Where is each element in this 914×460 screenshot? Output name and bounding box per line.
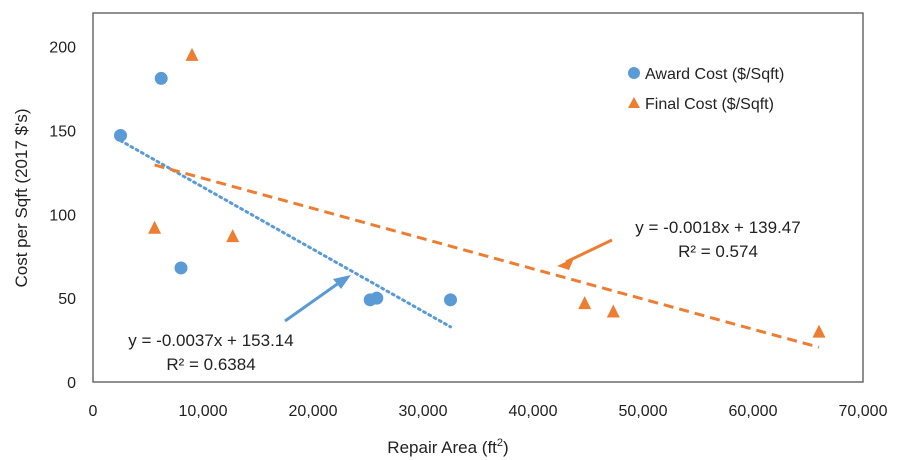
final-cost-point: [812, 324, 826, 338]
award-annotation-arrow: [284, 278, 344, 323]
x-tick-label: 60,000: [729, 403, 778, 420]
award-annotation-arrowhead: [333, 275, 351, 289]
trendline-award-cost: [119, 139, 452, 329]
final-cost-point: [606, 304, 620, 318]
award-cost-point: [370, 291, 384, 305]
annotation-final-trendline: y = -0.0018x + 139.47 R² = 0.574: [557, 218, 801, 270]
award-cost-point: [154, 71, 168, 85]
award-trendline-equation: y = -0.0037x + 153.14: [128, 331, 293, 350]
final-trendline-r2: R² = 0.574: [678, 242, 758, 261]
y-tick-label: 50: [58, 291, 76, 308]
x-tick-label: 50,000: [619, 403, 668, 420]
award-cost-point: [114, 128, 127, 142]
annotation-award-trendline: y = -0.0037x + 153.14 R² = 0.6384: [128, 275, 351, 374]
final-trendline-equation: y = -0.0018x + 139.47: [635, 218, 800, 237]
legend-label-award-cost: Award Cost ($/Sqft): [645, 66, 784, 83]
final-cost-point: [226, 229, 240, 243]
x-axis-label: Repair Area (ft2): [387, 437, 508, 457]
legend-marker-final-cost: [628, 97, 640, 108]
y-axis-ticks: 0 50 100 150 200: [49, 40, 76, 392]
final-annotation-arrowhead: [557, 258, 574, 270]
x-axis-ticks: 0 10,000 20,000 30,000 40,000 50,000 60,000 70,…: [89, 403, 888, 420]
legend: Award Cost ($/Sqft) Final Cost ($/Sqft): [628, 66, 784, 113]
x-tick-label: 0: [89, 403, 98, 420]
trendline-final-cost: [154, 163, 820, 349]
award-cost-point: [444, 293, 457, 307]
x-tick-label: 20,000: [289, 403, 338, 420]
x-tick-label: 10,000: [179, 403, 228, 420]
legend-marker-award-cost: [628, 67, 640, 79]
y-tick-label: 200: [49, 40, 76, 57]
y-tick-label: 0: [67, 375, 76, 392]
x-tick-label: 30,000: [399, 403, 448, 420]
final-cost-point: [185, 47, 199, 61]
y-tick-label: 100: [49, 207, 76, 224]
plot-area-frame: [92, 12, 864, 383]
x-tick-label: 40,000: [509, 403, 558, 420]
final-cost-point: [148, 220, 162, 234]
x-tick-label: 70,000: [839, 403, 888, 420]
final-cost-point: [578, 296, 592, 310]
y-tick-label: 150: [49, 123, 76, 140]
y-axis-label: Cost per Sqft (2017 $'s): [12, 109, 31, 288]
data-points: [114, 47, 826, 338]
trendlines: [119, 139, 820, 349]
legend-label-final-cost: Final Cost ($/Sqft): [645, 96, 774, 113]
award-trendline-r2: R² = 0.6384: [166, 355, 255, 374]
award-cost-point: [174, 261, 188, 275]
